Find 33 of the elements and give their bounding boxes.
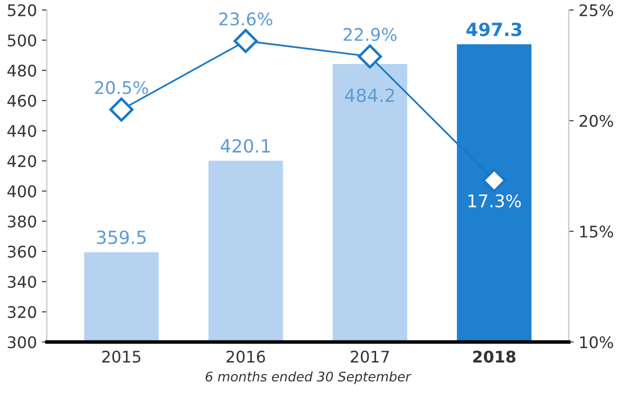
y2-tick-label: 20%	[580, 114, 614, 127]
x-tick-label: 2017	[350, 350, 389, 363]
y-tick-label: 480	[7, 64, 36, 77]
y-tick-label: 520	[8, 4, 36, 16]
data-label: 22.9%	[344, 28, 397, 42]
y-tick-label: 340	[8, 276, 36, 288]
y-tick-label: 400	[7, 185, 36, 198]
y-tick-label: 300	[8, 336, 36, 348]
y2-tick-label: 10%	[580, 336, 614, 348]
y-tick-label: 380	[8, 215, 36, 228]
y-tick-label: 440	[7, 124, 36, 138]
data-label: 484.2	[344, 88, 394, 102]
y2-tick-label: 15%	[580, 226, 614, 238]
x-tick-label: 2015	[102, 350, 140, 363]
point	[358, 44, 382, 69]
y-tick-label: 460	[7, 94, 36, 107]
y2-tick-label: 25%	[580, 4, 614, 16]
x-tick-label: 2016	[226, 350, 265, 363]
y-tick-label: 360	[8, 246, 36, 258]
x-tick-label: 2018	[473, 350, 516, 363]
point	[482, 168, 506, 192]
data-label: 359.5	[96, 230, 146, 244]
point	[109, 98, 134, 122]
x-axis-title: 6 months ended 30 September	[206, 371, 412, 384]
y-tick-label: 320	[8, 306, 36, 318]
point	[234, 28, 258, 54]
data-label: 20.5%	[95, 81, 148, 94]
data-label: 420.1	[220, 139, 270, 153]
y-tick-label: 500	[8, 34, 36, 46]
data-label: 497.3	[466, 22, 522, 36]
data-label: 23.6%	[219, 12, 272, 26]
data-label: 17.3%	[468, 194, 521, 208]
y-tick-label: 420	[7, 155, 36, 168]
